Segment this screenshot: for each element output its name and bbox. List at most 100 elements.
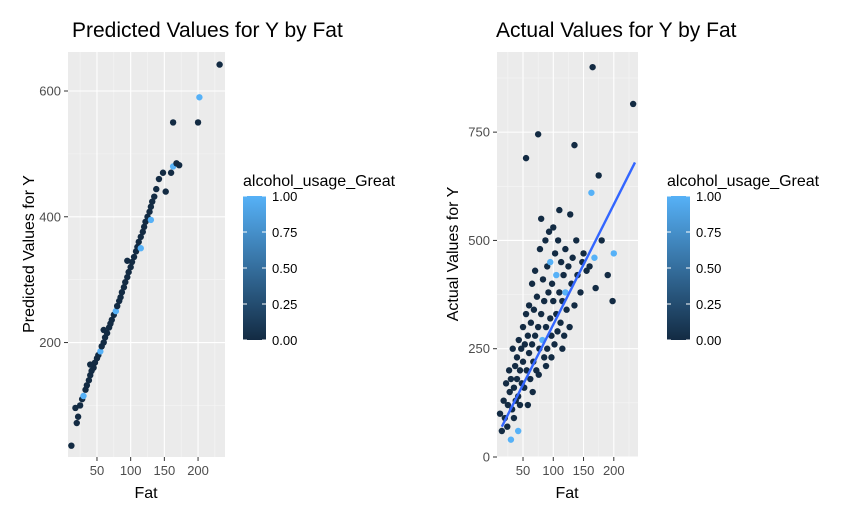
data-point xyxy=(194,119,202,126)
data-point xyxy=(588,189,595,196)
data-point xyxy=(542,323,550,331)
data-point xyxy=(528,280,536,287)
data-point xyxy=(527,319,535,326)
data-point xyxy=(159,169,167,176)
y-tick-label: 250 xyxy=(468,341,490,356)
data-point xyxy=(554,328,561,335)
data-point xyxy=(149,198,156,205)
data-point xyxy=(565,263,572,270)
data-point xyxy=(544,345,551,352)
data-point xyxy=(536,245,544,253)
right-legend-title: alcohol_usage_Great xyxy=(667,173,820,190)
y-tick-label: 200 xyxy=(39,335,61,350)
data-point xyxy=(541,354,548,361)
legend-label: 0.75 xyxy=(696,225,721,240)
data-point xyxy=(507,375,515,383)
data-point xyxy=(496,410,504,417)
data-point xyxy=(591,254,598,261)
data-point xyxy=(120,284,128,291)
right-fit-line-group xyxy=(500,161,637,428)
data-point xyxy=(124,257,131,264)
data-point xyxy=(580,250,587,257)
data-point xyxy=(537,215,545,222)
data-point xyxy=(505,367,513,374)
data-point xyxy=(516,401,524,409)
data-point xyxy=(559,345,566,352)
y-tick-label: 0 xyxy=(483,450,490,465)
data-point xyxy=(510,414,518,422)
data-point xyxy=(551,250,559,257)
data-point xyxy=(542,237,549,244)
data-point xyxy=(522,310,530,318)
data-point xyxy=(609,297,616,305)
data-point xyxy=(112,307,120,315)
data-point xyxy=(562,289,569,296)
data-point xyxy=(509,345,516,352)
data-point xyxy=(118,289,126,296)
legend-label: 0.00 xyxy=(272,333,297,348)
data-point xyxy=(554,237,562,244)
data-point xyxy=(534,131,542,138)
data-point xyxy=(548,354,555,361)
data-point xyxy=(137,233,144,241)
data-point xyxy=(557,258,565,266)
x-tick-label: 150 xyxy=(573,463,595,478)
data-point xyxy=(100,326,107,334)
data-point xyxy=(500,397,507,404)
left-y-ticks: 200 400 600 xyxy=(39,83,68,350)
data-point xyxy=(545,289,552,296)
data-point xyxy=(519,323,527,331)
x-tick-label: 150 xyxy=(154,463,176,478)
data-point xyxy=(548,332,555,339)
data-point xyxy=(122,278,129,286)
fit-line xyxy=(500,161,637,428)
x-tick-label: 50 xyxy=(90,463,104,478)
right-x-axis-title: Fat xyxy=(555,485,579,502)
data-point xyxy=(541,297,548,305)
legend-label: 0.00 xyxy=(696,333,721,348)
data-point xyxy=(85,377,93,384)
right-legend-colorbar xyxy=(667,196,690,340)
data-point xyxy=(577,289,584,296)
data-point xyxy=(175,161,183,169)
data-point xyxy=(557,319,564,326)
legend-label: 0.50 xyxy=(696,261,721,276)
data-point xyxy=(524,332,532,339)
data-point xyxy=(528,341,536,348)
data-point xyxy=(562,245,569,253)
data-point xyxy=(137,245,144,252)
legend-label: 0.25 xyxy=(696,297,721,312)
data-point xyxy=(87,361,94,368)
data-point xyxy=(498,427,506,435)
data-point xyxy=(571,141,578,149)
data-point xyxy=(502,380,510,387)
data-point xyxy=(545,228,553,235)
left-legend-labels: 1.00 0.75 0.50 0.25 0.00 xyxy=(243,189,297,348)
data-point xyxy=(100,339,107,346)
data-point xyxy=(531,332,539,339)
data-point xyxy=(113,302,121,310)
data-point xyxy=(604,271,611,279)
left-plot-panel xyxy=(68,52,225,457)
data-point xyxy=(566,323,573,331)
data-point xyxy=(504,423,511,430)
left-legend-colorbar xyxy=(243,196,266,340)
data-point xyxy=(510,384,518,391)
data-point xyxy=(553,271,560,279)
legend-label: 1.00 xyxy=(696,189,721,204)
data-point xyxy=(216,61,223,68)
data-point xyxy=(550,297,557,305)
data-point xyxy=(571,302,578,309)
data-point xyxy=(74,413,82,420)
data-point xyxy=(124,273,131,281)
legend-label: 0.25 xyxy=(272,297,297,312)
data-point xyxy=(515,336,522,344)
x-tick-label: 200 xyxy=(603,463,625,478)
data-point xyxy=(610,250,617,257)
data-point xyxy=(146,208,153,215)
data-point xyxy=(97,348,104,355)
data-point xyxy=(80,392,87,400)
data-point xyxy=(595,172,602,179)
legend-label: 0.75 xyxy=(272,225,297,240)
